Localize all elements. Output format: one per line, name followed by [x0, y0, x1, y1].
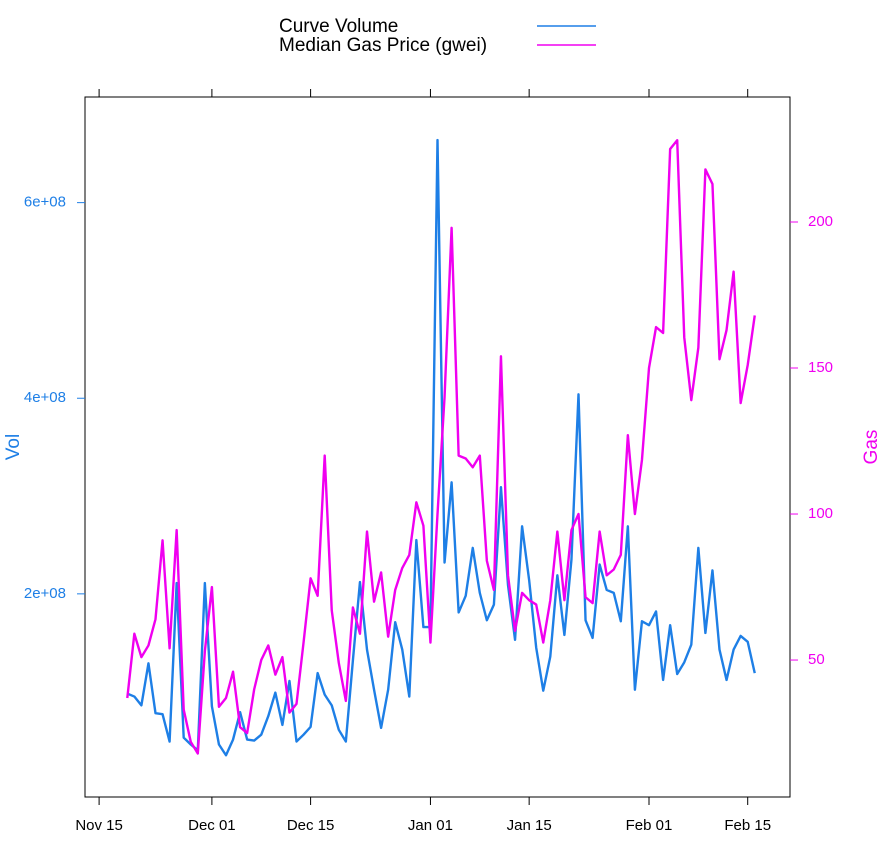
x-tick-label: Feb 01: [626, 817, 673, 834]
x-tick-label: Feb 15: [724, 817, 771, 834]
series-line: [126, 138, 756, 757]
x-tick-label: Dec 15: [287, 817, 335, 834]
y-tick-label: 2e+08: [24, 585, 66, 602]
y2-tick-label: 100: [808, 505, 833, 522]
y2-tick-label: 150: [808, 359, 833, 376]
legend-label: Curve Volume: [279, 16, 398, 37]
y2-tick-label: 200: [808, 213, 833, 230]
plot-frame: [84, 96, 791, 798]
y-tick-label: 4e+08: [24, 389, 66, 406]
x-tick-label: Nov 15: [75, 817, 123, 834]
legend-label: Median Gas Price (gwei): [279, 35, 487, 56]
y2-axis-label: Gas: [861, 430, 882, 465]
y-axis-label: Vol: [3, 434, 24, 460]
x-tick-label: Dec 01: [188, 817, 236, 834]
y-tick-label: 6e+08: [24, 194, 66, 211]
x-tick-label: Jan 01: [408, 817, 453, 834]
x-tick-label: Jan 15: [507, 817, 552, 834]
series-line: [126, 139, 756, 755]
y2-tick-label: 50: [808, 651, 825, 668]
